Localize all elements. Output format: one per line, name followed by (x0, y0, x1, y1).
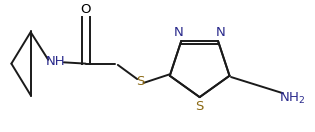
Text: S: S (136, 75, 145, 88)
Text: S: S (196, 100, 204, 113)
Text: N: N (216, 26, 226, 39)
Text: NH$_2$: NH$_2$ (278, 91, 305, 106)
Text: O: O (80, 3, 91, 16)
Text: NH: NH (46, 55, 66, 68)
Text: N: N (174, 26, 184, 39)
